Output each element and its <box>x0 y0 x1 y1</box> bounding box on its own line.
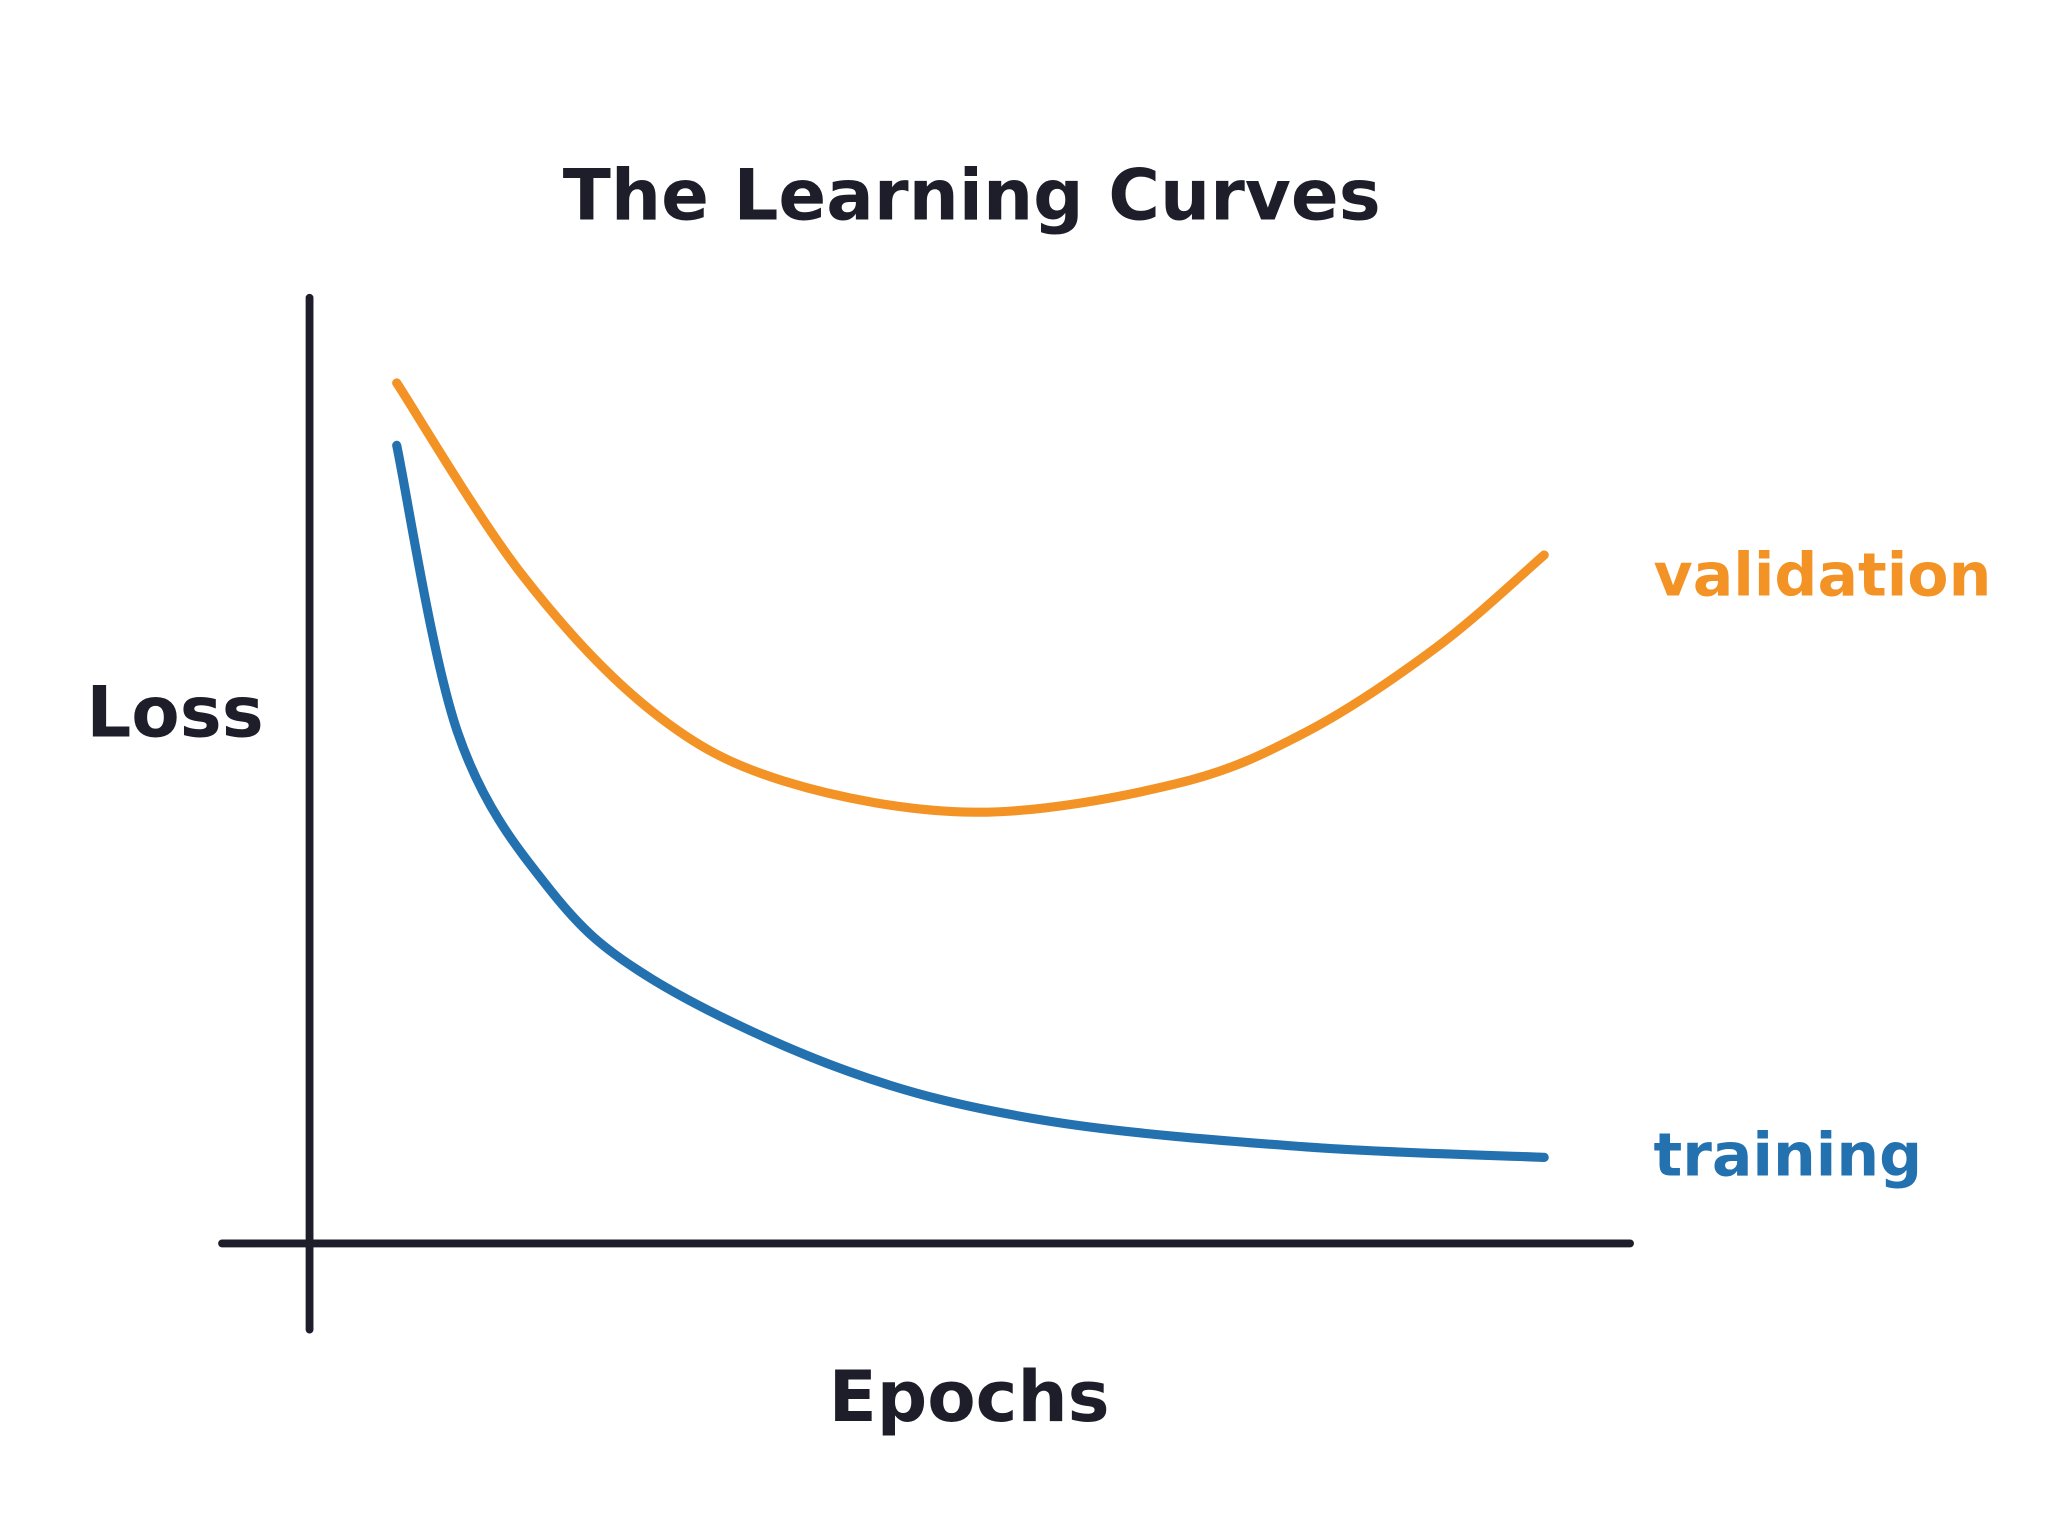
chart-title: The Learning Curves <box>563 154 1381 236</box>
series-label-training: training <box>1654 1121 1923 1191</box>
y-axis-label: Loss <box>86 672 263 754</box>
series-label-validation: validation <box>1654 541 1992 611</box>
x-axis-label: Epochs <box>829 1356 1110 1438</box>
series-line-training <box>392 440 1549 1162</box>
series-line-validation <box>392 378 1549 817</box>
